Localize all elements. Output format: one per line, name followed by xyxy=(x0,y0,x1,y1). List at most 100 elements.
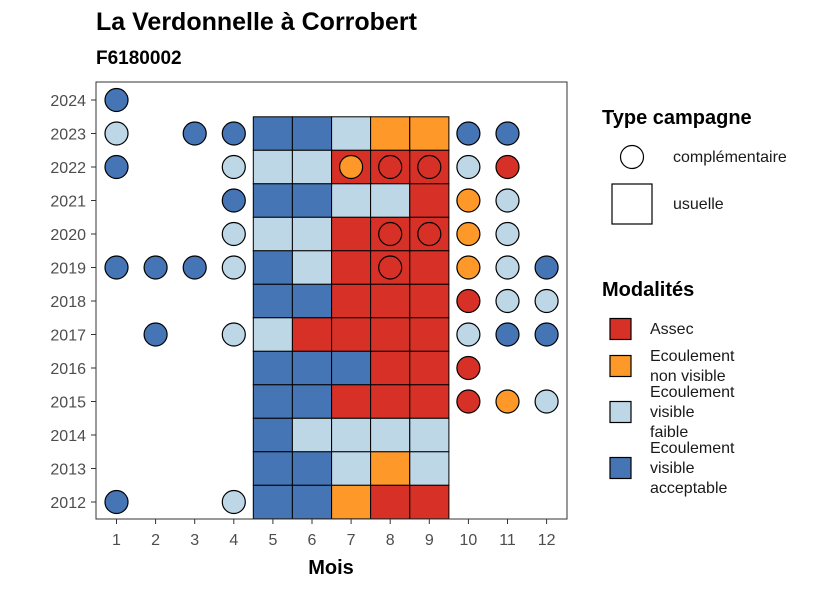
legend-fill-label-line: acceptable xyxy=(650,480,727,497)
legend-fill-label-line: non visible xyxy=(650,368,726,385)
legend-fill-label-line: Ecoulement xyxy=(650,348,735,365)
point-2022-11 xyxy=(495,154,520,180)
tile-2017-5 xyxy=(252,317,293,352)
point-2023-11 xyxy=(495,121,520,146)
tile-2012-8 xyxy=(370,484,411,520)
tile-2021-5 xyxy=(252,183,293,218)
x-tick-label: 9 xyxy=(425,532,434,549)
tile-2013-8 xyxy=(370,451,411,486)
tile-2018-5 xyxy=(252,283,293,319)
tile-2017-7 xyxy=(331,317,372,352)
point-2019-4 xyxy=(221,255,246,280)
y-tick-label: 2014 xyxy=(50,428,86,445)
point-2012-1 xyxy=(104,489,129,515)
x-tick-label: 2 xyxy=(151,532,160,549)
point-2020-10 xyxy=(456,221,481,247)
point-2020-4 xyxy=(221,221,246,247)
point-2017-4 xyxy=(221,322,246,347)
tile-2023-7 xyxy=(331,116,372,151)
y-tick-label: 2015 xyxy=(50,395,86,412)
point-2020-11 xyxy=(495,221,520,247)
tile-2019-6 xyxy=(291,250,332,285)
point-2022-4 xyxy=(221,154,246,180)
x-tick-label: 4 xyxy=(229,532,238,549)
tile-2014-9 xyxy=(409,417,450,453)
legend-square-key xyxy=(611,183,653,225)
y-tick-label: 2023 xyxy=(50,127,86,144)
tile-2019-9 xyxy=(409,250,450,285)
point-2019-8 xyxy=(378,255,403,280)
point-2022-10 xyxy=(456,154,481,180)
tile-2021-8 xyxy=(370,183,411,218)
point-2023-4 xyxy=(221,121,246,146)
point-2020-9 xyxy=(417,221,442,247)
y-tick-label: 2018 xyxy=(50,294,86,311)
point-2015-12 xyxy=(534,389,559,414)
point-2020-8 xyxy=(378,221,403,247)
tile-2018-6 xyxy=(291,283,332,319)
tile-2012-7 xyxy=(331,484,372,520)
point-2017-12 xyxy=(534,322,559,347)
tile-2016-8 xyxy=(370,350,411,386)
legend: Type campagne complémentaire usuelle Modali… xyxy=(602,107,787,497)
tile-2012-9 xyxy=(409,484,450,520)
tile-2021-6 xyxy=(291,183,332,218)
point-2021-10 xyxy=(456,188,481,213)
x-tick-label: 5 xyxy=(268,532,277,549)
legend-fill-label-line: Assec xyxy=(650,321,694,338)
tile-2021-7 xyxy=(331,183,372,218)
x-tick-label: 6 xyxy=(308,532,317,549)
x-tick-label: 3 xyxy=(190,532,199,549)
tile-2022-5 xyxy=(252,149,293,185)
legend-fill-label-line: visible xyxy=(650,460,695,477)
legend-key-accept xyxy=(609,456,632,480)
point-2015-11 xyxy=(495,389,520,414)
y-tick-label: 2021 xyxy=(50,194,86,211)
tile-2015-5 xyxy=(252,384,293,419)
y-tick-label: 2017 xyxy=(50,328,86,345)
tile-2019-7 xyxy=(331,250,372,285)
points-layer xyxy=(104,87,559,515)
point-2024-1 xyxy=(104,87,129,113)
y-tick-label: 2019 xyxy=(50,261,86,278)
point-2021-11 xyxy=(495,188,520,213)
point-2016-10 xyxy=(456,355,481,381)
legend-fill-label: Assec xyxy=(650,321,694,338)
chart-title: La Verdonnelle à Corrobert xyxy=(96,8,418,36)
y-tick-label: 2016 xyxy=(50,361,86,378)
point-2023-10 xyxy=(456,121,481,146)
axes-layer: 1 2 3 4 5 6 7 8 9 10 11 122012201320142015201620172… xyxy=(50,93,555,549)
tile-2013-5 xyxy=(252,451,293,486)
legend-fill-label-line: Ecoulement xyxy=(650,384,735,401)
tile-2017-6 xyxy=(291,317,332,352)
point-2018-12 xyxy=(534,288,559,314)
point-2012-4 xyxy=(221,489,246,515)
point-2019-10 xyxy=(456,255,481,280)
tile-2012-6 xyxy=(291,484,332,520)
legend-fill-label-line: Ecoulement xyxy=(650,440,735,457)
tile-2013-7 xyxy=(331,451,372,486)
tiles-layer xyxy=(252,116,450,520)
tile-2014-6 xyxy=(291,417,332,453)
legend-fill-label-line: faible xyxy=(650,424,688,441)
tile-2023-5 xyxy=(252,116,293,151)
tile-2023-6 xyxy=(291,116,332,151)
tile-2018-9 xyxy=(409,283,450,319)
tile-2019-5 xyxy=(252,250,293,285)
point-2017-10 xyxy=(456,322,481,347)
legend-shape-label: usuelle xyxy=(673,196,724,213)
tile-2015-9 xyxy=(409,384,450,419)
tile-2016-6 xyxy=(291,350,332,386)
legend-key-nonvis xyxy=(609,354,632,378)
legend-circle-key xyxy=(619,144,645,170)
legend-fill-label: Ecoulement non visible xyxy=(650,348,735,385)
legend-shape-label: complémentaire xyxy=(673,149,787,166)
y-tick-label: 2024 xyxy=(50,93,86,110)
tile-2016-9 xyxy=(409,350,450,386)
y-tick-label: 2022 xyxy=(50,160,86,177)
point-2019-3 xyxy=(182,255,207,280)
tile-2021-9 xyxy=(409,183,450,218)
x-tick-label: 10 xyxy=(460,532,478,549)
